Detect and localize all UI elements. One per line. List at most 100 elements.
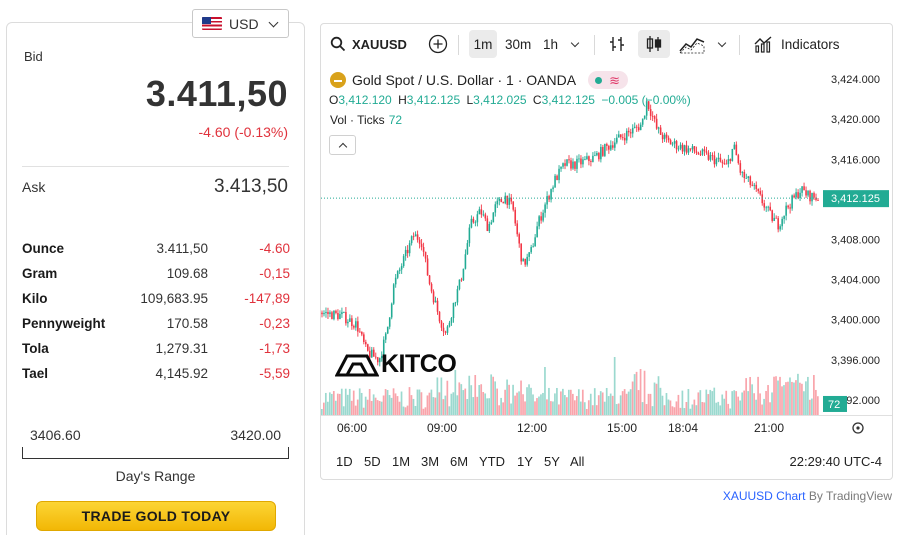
volume-bar: [717, 401, 720, 415]
candle-body: [765, 207, 768, 209]
candles-button[interactable]: [638, 30, 670, 58]
range-1d[interactable]: 1D: [336, 454, 353, 469]
chart-type-button[interactable]: [679, 30, 705, 58]
candle-body: [723, 163, 726, 165]
trade-gold-button[interactable]: TRADE GOLD TODAY: [36, 501, 276, 531]
volume-bar: [538, 396, 540, 415]
volume-bar: [566, 397, 568, 415]
interval-1m[interactable]: 1m: [469, 30, 497, 58]
candle-body: [655, 118, 658, 129]
volume-bar: [340, 388, 343, 415]
candle-body: [408, 243, 411, 254]
candle-body: [558, 168, 560, 181]
candle-body: [410, 236, 413, 244]
unit-row-ounce: Ounce 3.411,50 -4.60: [22, 239, 290, 264]
unit-change: -0,15: [259, 266, 290, 281]
interval-dropdown[interactable]: [570, 30, 580, 58]
candle-body: [406, 249, 409, 254]
symbol-search[interactable]: XAUUSD: [330, 30, 407, 58]
candle-body: [811, 193, 813, 202]
price-chart[interactable]: 3,424.0003,420.0003,416.0003,412.0003,40…: [321, 64, 893, 448]
unit-change: -0,23: [259, 316, 290, 331]
price-axis-tick: 3,424.000: [831, 74, 880, 86]
volume-bar: [466, 399, 469, 415]
candle-body: [390, 303, 393, 318]
bar-replay-button[interactable]: [607, 30, 627, 58]
market-status-badge: ≋: [588, 71, 629, 89]
unit-value: 1,279.31: [155, 341, 208, 356]
volume-bar: [647, 393, 650, 415]
candle-body: [426, 258, 429, 276]
range-5d[interactable]: 5D: [364, 454, 381, 469]
interval-30m[interactable]: 30m: [505, 36, 532, 52]
chart-clock[interactable]: 22:29:40 UTC-4: [789, 454, 883, 469]
candle-body: [500, 198, 503, 203]
range-1m[interactable]: 1M: [392, 454, 411, 469]
range-1y[interactable]: 1Y: [517, 454, 533, 469]
attribution-link[interactable]: XAUUSD Chart: [722, 489, 806, 503]
volume-bar: [679, 407, 682, 415]
last-price-badge: [823, 190, 889, 208]
volume-bar: [482, 392, 485, 415]
interval-1h[interactable]: 1h: [543, 36, 559, 52]
candle-body: [608, 145, 610, 150]
volume-bar: [321, 408, 323, 415]
volume-bar: [685, 401, 688, 415]
volume-bar: [669, 400, 672, 415]
chevron-down-icon: [570, 38, 580, 47]
candle-body: [331, 312, 333, 320]
volume-bar: [396, 396, 399, 415]
indicators-label: Indicators: [781, 36, 840, 52]
range-3m[interactable]: 3M: [421, 454, 440, 469]
candle-body: [685, 145, 688, 153]
candle-body: [355, 321, 357, 328]
collapse-legend-button[interactable]: [329, 135, 356, 155]
volume-bar: [408, 387, 411, 415]
volume-bar: [568, 389, 570, 415]
chart-type-dropdown[interactable]: [717, 30, 727, 58]
candle-body: [815, 197, 817, 201]
candle-body: [576, 158, 578, 169]
candle-body: [709, 155, 712, 160]
range-6m[interactable]: 6M: [450, 454, 469, 469]
candle-body: [799, 192, 801, 198]
compare-button[interactable]: [428, 30, 448, 58]
volume-bar: [454, 369, 457, 415]
candle-body: [763, 203, 766, 208]
candle-body: [528, 252, 530, 257]
candle-body: [516, 223, 519, 235]
volume-bar: [721, 394, 724, 415]
candle-body: [550, 189, 552, 200]
candle-body: [773, 217, 775, 221]
volume-bar: [400, 391, 403, 415]
candle-body: [787, 205, 789, 208]
volume-bar: [593, 388, 596, 415]
volume-bar: [480, 384, 483, 415]
candle-body: [582, 159, 584, 165]
volume-bar: [617, 403, 620, 415]
volume-bar: [767, 385, 769, 415]
volume-bar: [707, 394, 710, 415]
volume-bar: [516, 392, 518, 415]
candle-body: [542, 212, 544, 221]
range-all[interactable]: All: [570, 454, 585, 469]
indicators-button[interactable]: Indicators: [753, 30, 840, 58]
volume-bar: [607, 396, 610, 415]
volume-bar: [478, 385, 481, 415]
range-5y[interactable]: 5Y: [544, 454, 560, 469]
volume-bar: [446, 380, 449, 415]
tradingview-attribution[interactable]: XAUUSD Chart By TradingView: [723, 489, 892, 503]
volume-bar: [813, 375, 815, 415]
volume-bar: [350, 400, 353, 415]
volume-bar: [581, 389, 584, 415]
candle-body: [727, 159, 730, 165]
volume-bar: [649, 393, 652, 415]
kitco-wordmark: KITCO: [381, 350, 457, 378]
chart-toolbar: XAUUSD 1m 30m 1h Indicat: [321, 24, 892, 64]
candle-body: [598, 153, 600, 160]
volume-bar: [468, 375, 471, 415]
volume-bar: [665, 393, 668, 415]
currency-select[interactable]: USD: [192, 9, 289, 38]
range-ytd[interactable]: YTD: [479, 454, 505, 469]
chart-title: Gold Spot / U.S. Dollar · 1 · OANDA: [352, 72, 577, 88]
